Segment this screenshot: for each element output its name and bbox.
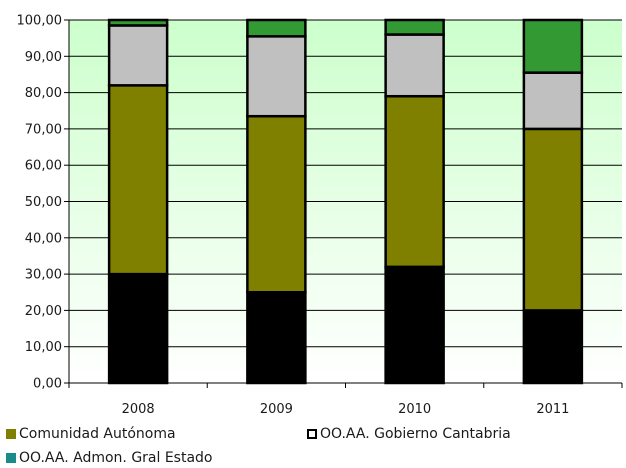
x-tick-label: 2008 xyxy=(122,402,155,417)
bar-segment-s1-2010 xyxy=(384,265,445,385)
bar-segment-s4-2010 xyxy=(384,18,445,36)
y-tick-label: 60,00 xyxy=(25,159,62,174)
legend-label-gobierno-cantabria: OO.AA. Gobierno Cantabria xyxy=(320,426,511,442)
bar-segment-s1-2011 xyxy=(522,309,584,385)
y-tick-label: 100,00 xyxy=(17,14,63,29)
x-axis: 2008 2009 2010 2011 xyxy=(68,20,623,417)
legend-item-comunidad: Comunidad Autónoma xyxy=(6,426,176,442)
y-tick-label: 80,00 xyxy=(25,86,62,101)
bar-segment-s3-2008 xyxy=(107,24,169,87)
y-tick-label: 50,00 xyxy=(25,195,62,210)
bar-segment-s3-2011 xyxy=(522,71,584,131)
legend-swatch-gobierno-cantabria xyxy=(307,429,317,439)
legend-label-comunidad: Comunidad Autónoma xyxy=(19,426,176,442)
y-tick-label: 70,00 xyxy=(25,122,62,137)
bar-segment-s1-2008 xyxy=(107,272,169,385)
bars xyxy=(107,18,584,385)
bar-segment-s2-2008 xyxy=(107,84,169,276)
x-tick-label: 2010 xyxy=(398,402,431,417)
legend-swatch-comunidad xyxy=(6,429,16,439)
y-tick-label: 30,00 xyxy=(25,268,62,283)
y-tick-label: 20,00 xyxy=(25,304,62,319)
x-tick-label: 2011 xyxy=(536,402,569,417)
bar-segment-s4-2011 xyxy=(522,18,584,74)
y-tick-label: 90,00 xyxy=(25,50,62,65)
y-axis: 0,00 10,00 20,00 30,00 40,00 50,00 60,00 70,00 8… xyxy=(17,14,69,392)
legend-item-gobierno-cantabria: OO.AA. Gobierno Cantabria xyxy=(307,426,511,442)
y-tick-label: 0,00 xyxy=(33,377,62,392)
legend-swatch-admon-gral-estado xyxy=(6,453,16,463)
bar-segment-s2-2009 xyxy=(246,114,307,294)
bar-segment-s4-2008 xyxy=(107,18,169,27)
bar-segment-s2-2010 xyxy=(384,94,445,269)
bar-segment-s3-2009 xyxy=(246,35,307,118)
y-tick-label: 10,00 xyxy=(25,340,62,355)
y-tick-label: 40,00 xyxy=(25,231,62,246)
bar-segment-s3-2010 xyxy=(384,33,445,98)
bar-segment-s1-2009 xyxy=(246,291,307,385)
bar-segment-s2-2011 xyxy=(522,127,584,312)
legend-label-admon-gral-estado: OO.AA. Admon. Gral Estado xyxy=(19,450,213,466)
bar-segment-s4-2009 xyxy=(246,18,307,38)
legend-item-admon-gral-estado: OO.AA. Admon. Gral Estado xyxy=(6,450,213,466)
x-tick-label: 2009 xyxy=(260,402,293,417)
